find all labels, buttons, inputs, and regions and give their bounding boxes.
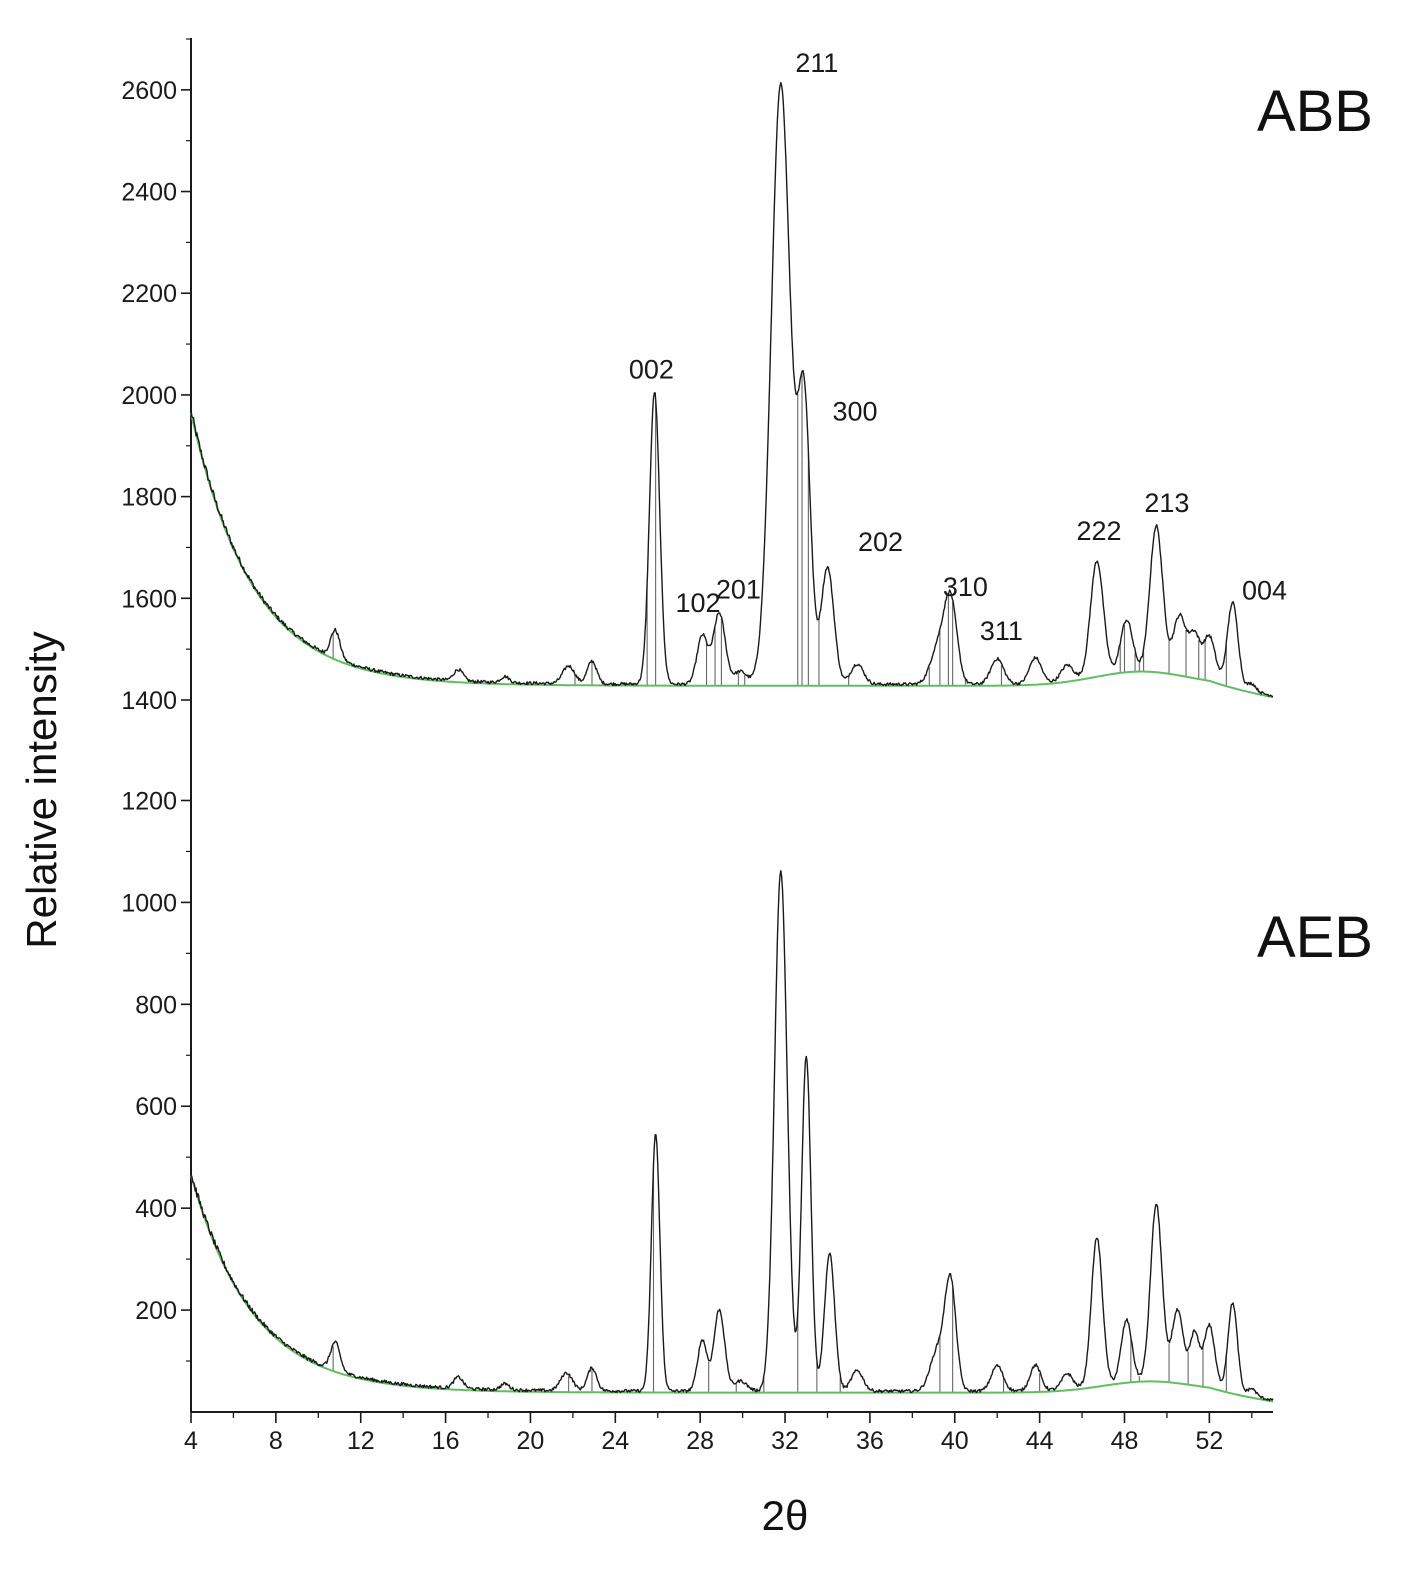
y-tick-label: 1000: [121, 889, 177, 917]
x-tick-label: 32: [771, 1427, 799, 1455]
peak-label: 222: [1077, 516, 1122, 546]
x-tick-label: 28: [686, 1427, 714, 1455]
y-tick-label: 2400: [121, 179, 177, 207]
x-tick-label: 12: [347, 1427, 375, 1455]
peak-bars: [332, 372, 1227, 1393]
y-tick-label: 800: [135, 991, 177, 1019]
y-tick-label: 1400: [121, 687, 177, 715]
y-tick-label: 1800: [121, 484, 177, 512]
x-tick-label: 52: [1195, 1427, 1223, 1455]
y-tick-label: 2600: [121, 77, 177, 105]
x-tick-label: 24: [601, 1427, 629, 1455]
y-tick-label: 600: [135, 1093, 177, 1121]
x-tick-label: 16: [432, 1427, 460, 1455]
axes: 4 8 12 16 20 24 28 32 36 40 44 48 522600240022002000…: [121, 38, 1273, 1455]
x-tick-label: 36: [856, 1427, 884, 1455]
peak-label: 102: [676, 588, 721, 618]
x-tick-label: 48: [1111, 1427, 1139, 1455]
x-tick-label: 8: [269, 1427, 283, 1455]
y-tick-label: 400: [135, 1195, 177, 1223]
peak-label: 310: [943, 572, 988, 602]
x-tick-label: 4: [184, 1427, 198, 1455]
x-tick-label: 44: [1026, 1427, 1054, 1455]
background-fit-line: [190, 1174, 1274, 1403]
background-fit-line: [190, 412, 1274, 699]
peak-label: 311: [980, 616, 1023, 646]
panel-label: ABB: [1257, 79, 1373, 144]
peak-label: 004: [1242, 575, 1287, 605]
x-tick-label: 40: [941, 1427, 969, 1455]
peak-label: 002: [629, 355, 674, 385]
y-tick-label: 1600: [121, 585, 177, 613]
pattern-line: [190, 870, 1274, 1402]
panel-label: AEB: [1257, 905, 1373, 970]
y-tick-label: 200: [135, 1297, 177, 1325]
y-axis-title: Relative intensity: [18, 631, 65, 948]
peak-label: 300: [833, 396, 878, 426]
y-tick-label: 1200: [121, 787, 177, 815]
peak-label: 202: [858, 527, 903, 557]
y-tick-label: 2000: [121, 382, 177, 410]
peak-label: 211: [795, 48, 838, 78]
x-tick-label: 20: [517, 1427, 545, 1455]
pattern-line: [190, 82, 1273, 698]
x-axis-title: 2θ: [762, 1492, 809, 1539]
y-tick-label: 2200: [121, 280, 177, 308]
peak-label: 201: [716, 574, 761, 604]
peak-label: 213: [1144, 488, 1189, 518]
series: [190, 82, 1274, 1403]
